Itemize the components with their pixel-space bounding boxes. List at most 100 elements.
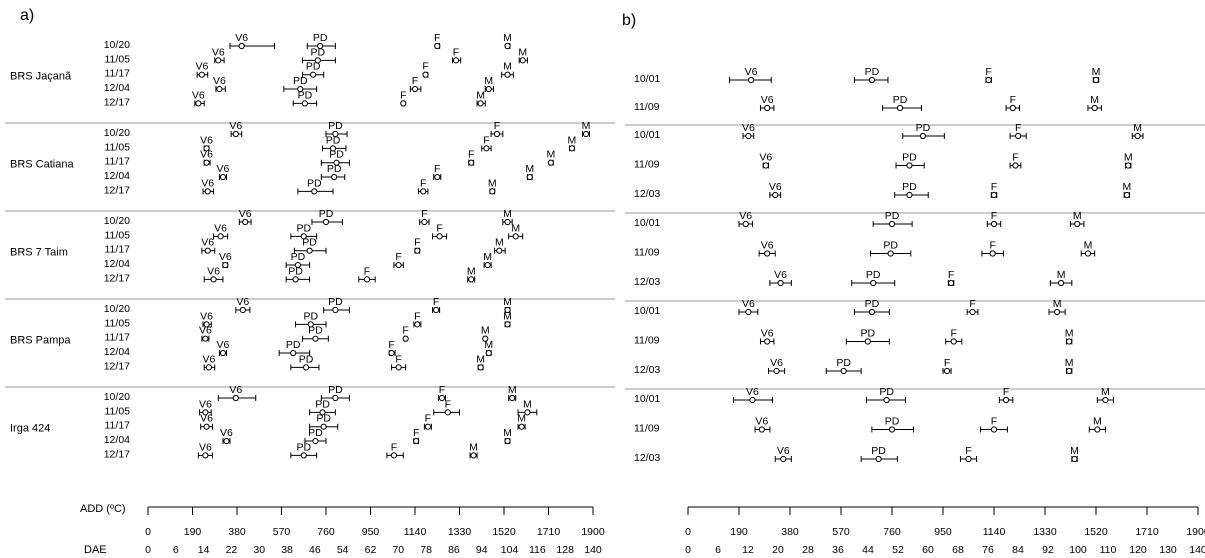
stage-label: F: [391, 441, 397, 453]
date-label: 10/20: [104, 303, 130, 315]
stage-label: PD: [861, 328, 876, 340]
dae-tick-label: 84: [1012, 544, 1024, 556]
stage-label: PD: [328, 384, 343, 396]
stage-label: F: [1003, 386, 1009, 398]
dae-tick-label: 44: [862, 544, 874, 556]
date-label: 12/03: [634, 452, 660, 464]
data-point: [919, 132, 926, 140]
stage-label: V6: [199, 325, 212, 337]
date-label: 11/09: [634, 335, 660, 347]
stage-label: V6: [761, 94, 774, 106]
data-point: [485, 85, 492, 93]
data-point: [1066, 367, 1073, 375]
data-point: [400, 100, 407, 107]
stage-label: PD: [883, 240, 898, 252]
stage-label: M: [1053, 298, 1062, 310]
date-label: 12/04: [104, 346, 130, 358]
data-point: [238, 42, 245, 50]
date-label: 12/04: [104, 434, 130, 446]
data-point: [205, 364, 212, 371]
add-tick-label: 1520: [1084, 526, 1108, 538]
stage-label: M: [503, 310, 512, 322]
stage-label: F: [395, 353, 401, 365]
data-point: [482, 335, 489, 342]
stage-label: M: [476, 89, 485, 101]
stage-label: V6: [199, 398, 212, 410]
data-point: [512, 233, 519, 240]
data-point: [332, 306, 339, 314]
stage-label: PD: [893, 94, 908, 106]
add-tick-label: 0: [145, 526, 151, 538]
stage-label: V6: [200, 149, 213, 161]
stage-label: PD: [902, 181, 917, 193]
data-point: [483, 145, 490, 152]
add-tick-label: 1330: [448, 526, 472, 538]
cultivar-label: BRS 7 Taim: [10, 247, 68, 259]
data-point: [434, 42, 441, 50]
stage-label: M: [1084, 240, 1093, 252]
data-point: [219, 173, 227, 181]
data-point: [477, 364, 484, 371]
data-point: [468, 276, 475, 283]
data-point: [302, 364, 310, 371]
data-point: [568, 145, 576, 152]
stage-label: M: [503, 427, 512, 439]
add-tick-label: 1710: [1135, 526, 1159, 538]
data-point: [504, 42, 511, 50]
data-point: [432, 306, 440, 314]
data-point: [329, 145, 337, 152]
data-point: [1058, 279, 1065, 287]
cultivar-label: Irga 424: [10, 423, 50, 435]
stage-label: PD: [313, 32, 328, 44]
dae-tick-label: 12: [742, 544, 754, 556]
data-point: [402, 335, 409, 342]
stage-label: V6: [745, 66, 758, 78]
data-point: [504, 437, 511, 445]
data-point: [504, 71, 511, 78]
cultivar-label: BRS Pampa: [10, 335, 71, 347]
add-tick-label: 1900: [581, 526, 605, 538]
stage-label: PD: [315, 398, 330, 410]
stage-label: V6: [217, 339, 230, 351]
date-label: 11/09: [634, 423, 660, 435]
panel-label: a): [20, 7, 34, 24]
stage-label: V6: [742, 298, 755, 310]
data-point: [965, 455, 972, 463]
date-label: 10/20: [104, 215, 130, 227]
data-point: [896, 104, 904, 112]
data-point: [210, 276, 217, 283]
stage-label: PD: [298, 89, 313, 101]
stage-label: M: [476, 353, 485, 365]
data-point: [1012, 162, 1019, 169]
stage-label: F: [965, 445, 971, 457]
data-point: [1053, 308, 1061, 316]
stage-label: M: [1073, 210, 1082, 222]
data-point: [888, 426, 896, 433]
add-tick-label: 1140: [404, 526, 427, 538]
stage-label: PD: [329, 149, 344, 161]
stage-label: F: [439, 384, 445, 396]
dae-tick-label: 60: [922, 544, 934, 556]
stage-label: M: [1101, 386, 1110, 398]
data-point: [489, 188, 496, 195]
dae-tick-label: 0: [685, 544, 691, 556]
stage-label: M: [1122, 181, 1131, 193]
data-point: [1015, 132, 1022, 140]
date-label: 12/03: [634, 188, 660, 200]
stage-label: M: [1070, 445, 1079, 457]
stage-label: F: [422, 61, 428, 73]
stage-label: V6: [769, 181, 782, 193]
data-point: [232, 130, 239, 138]
data-point: [1066, 338, 1073, 345]
data-point: [436, 233, 443, 240]
stage-label: V6: [201, 237, 214, 249]
stage-label: F: [434, 32, 440, 44]
dae-tick-label: 68: [952, 544, 964, 556]
data-point: [1102, 396, 1109, 404]
stage-label: PD: [885, 416, 900, 428]
data-point: [875, 455, 882, 463]
data-point: [1009, 104, 1016, 112]
data-point: [317, 42, 324, 50]
stage-label: V6: [761, 240, 774, 252]
stage-label: V6: [217, 163, 230, 175]
